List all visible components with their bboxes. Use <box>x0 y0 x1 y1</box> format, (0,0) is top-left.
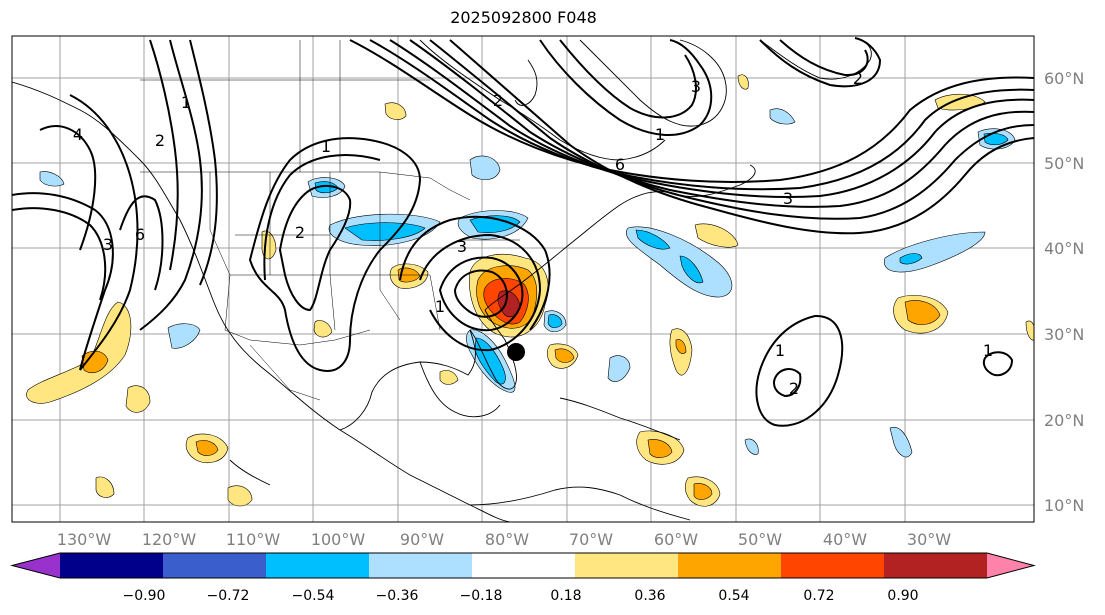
contour-label: 1 <box>983 341 993 360</box>
colorbar-tick-label: −0.54 <box>292 588 335 604</box>
colorbar-tick-label: 0.36 <box>634 588 665 604</box>
colorbar-tick-label: 0.54 <box>718 588 749 604</box>
colorbar-segment <box>884 553 988 578</box>
contour-label: 3 <box>783 189 793 208</box>
contour-label: 2 <box>789 379 799 398</box>
colorbar-segment <box>781 553 885 578</box>
colorbar-tick-label: −0.18 <box>460 588 503 604</box>
colorbar-tick-label: −0.36 <box>376 588 419 604</box>
colorbar-tick-label: −0.90 <box>123 588 166 604</box>
contour-label: 6 <box>615 155 625 174</box>
contour-label: 2 <box>155 131 165 150</box>
contours <box>12 37 1034 427</box>
coastlines <box>12 37 872 522</box>
lon-tick-label: 40°W <box>823 530 867 549</box>
contour-label: 6 <box>135 225 145 244</box>
colorbar-outline <box>10 552 1036 579</box>
lat-tick-label: 20°N <box>1044 411 1084 430</box>
contour-label: 3 <box>457 237 467 256</box>
contour-label: 1 <box>321 137 331 156</box>
lon-tick-label: 90°W <box>400 530 444 549</box>
lat-tick-label: 40°N <box>1044 239 1084 258</box>
lon-tick-label: 120°W <box>142 530 197 549</box>
lon-tick-labels: 130°W 120°W 110°W 100°W 90°W 80°W 70°W 6… <box>57 530 951 549</box>
contour-label: 1 <box>435 297 445 316</box>
lon-tick-label: 50°W <box>738 530 782 549</box>
colorbar-tick-label: −0.72 <box>207 588 250 604</box>
lat-tick-label: 10°N <box>1044 496 1084 515</box>
colorbar-segment <box>369 553 473 578</box>
map-title: 2025092800 F048 <box>450 8 597 27</box>
lon-tick-label: 110°W <box>226 530 281 549</box>
map-border <box>11 35 1035 523</box>
colorbar-segment <box>163 553 267 578</box>
lat-tick-label: 30°N <box>1044 325 1084 344</box>
colorbar-extend-high <box>987 553 1034 578</box>
colorbar-tick-label: 0.90 <box>887 588 918 604</box>
colorbar-segment <box>60 553 164 578</box>
contour-label: 4 <box>73 125 83 144</box>
colorbar-tick-label: 0.72 <box>803 588 834 604</box>
lon-tick-label: 100°W <box>311 530 366 549</box>
contour-label: 3 <box>103 235 113 254</box>
lon-tick-label: 60°W <box>654 530 698 549</box>
storm-position-marker <box>507 343 525 361</box>
colorbar-segment <box>678 553 782 578</box>
lat-tick-labels: 60°N 50°N 40°N 30°N 20°N 10°N <box>1044 69 1084 515</box>
lon-tick-label: 70°W <box>569 530 613 549</box>
contour-label: 3 <box>691 77 701 96</box>
colorbar-tick-labels: −0.90 −0.72 −0.54 −0.36 −0.18 0.18 0.36 … <box>123 588 919 604</box>
contour-label: 1 <box>181 93 191 112</box>
contour-label: 1 <box>655 125 665 144</box>
colorbar-segment <box>575 553 679 578</box>
colorbar-segment <box>266 553 370 578</box>
lon-tick-label: 30°W <box>907 530 951 549</box>
colorbar-tick-label: 0.18 <box>550 588 581 604</box>
colorbar-segment <box>472 553 576 578</box>
contour-labels: 1 2 3 4 6 1 2 3 1 2 3 6 3 1 2 1 2 1 <box>73 69 993 398</box>
lon-tick-label: 130°W <box>57 530 112 549</box>
lat-tick-label: 50°N <box>1044 154 1084 173</box>
contour-label: 2 <box>493 91 503 110</box>
contour-label: 2 <box>853 69 863 88</box>
lat-tick-label: 60°N <box>1044 69 1084 88</box>
lon-tick-label: 80°W <box>485 530 529 549</box>
contour-label: 2 <box>295 223 305 242</box>
colorbar <box>10 552 1036 579</box>
contour-label: 1 <box>775 341 785 360</box>
colorbar-extend-low <box>12 553 60 578</box>
